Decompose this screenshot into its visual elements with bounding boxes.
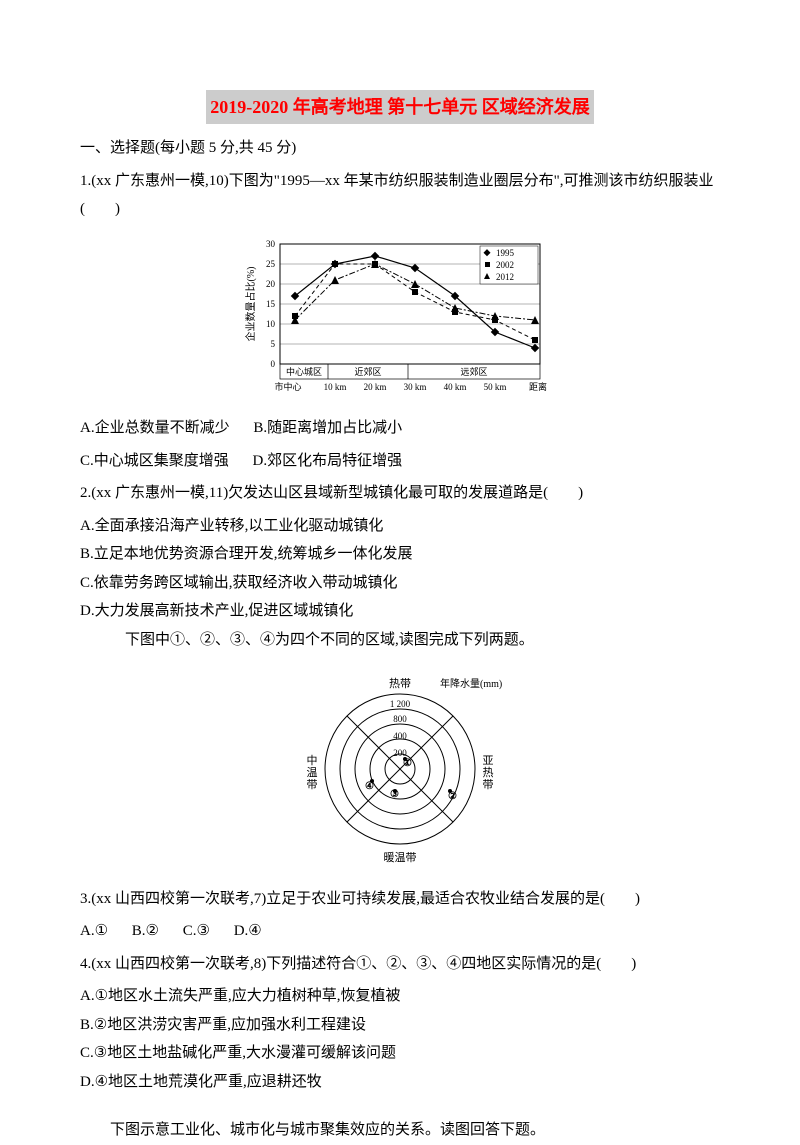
svg-text:800: 800 <box>393 714 407 724</box>
q3-options: A.① B.② C.③ D.④ <box>80 917 720 946</box>
q4-optB: B.②地区洪涝灾害严重,应加强水利工程建设 <box>80 1011 720 1040</box>
q2-optD: D.大力发展高新技术产业,促进区域城镇化 <box>80 597 720 626</box>
svg-text:市中心: 市中心 <box>274 381 301 392</box>
svg-text:25: 25 <box>266 259 276 269</box>
svg-text:带: 带 <box>483 778 494 791</box>
q2-optC: C.依靠劳务跨区域输出,获取经济收入带动城镇化 <box>80 569 720 598</box>
q4-optA: A.①地区水土流失严重,应大力植树种草,恢复植被 <box>80 982 720 1011</box>
svg-text:温: 温 <box>307 766 318 779</box>
svg-text:暖温带: 暖温带 <box>384 851 417 864</box>
svg-text:2002: 2002 <box>496 260 514 270</box>
q1-optC: C.中心城区集聚度增强 <box>80 447 229 476</box>
svg-text:年降水量(mm): 年降水量(mm) <box>440 677 502 690</box>
svg-text:中: 中 <box>307 754 318 767</box>
svg-text:中心城区: 中心城区 <box>286 366 322 377</box>
svg-text:近郊区: 近郊区 <box>354 366 381 377</box>
q1-stem: 1.(xx 广东惠州一模,10)下图为"1995—xx 年某市纺织服装制造业圈层… <box>80 167 720 224</box>
svg-text:远郊区: 远郊区 <box>460 366 487 377</box>
svg-text:0: 0 <box>271 359 276 369</box>
svg-text:30: 30 <box>266 239 276 249</box>
q3-optB: B.② <box>132 917 159 946</box>
svg-text:亚: 亚 <box>483 755 494 767</box>
q1-chart: 0 5 10 15 20 25 30 企业数量占比(%) <box>80 234 720 405</box>
q1-optB: B.随距离增加占比减小 <box>253 414 402 443</box>
page-title: 2019-2020 年高考地理 第十七单元 区域经济发展 <box>206 90 594 124</box>
svg-text:400: 400 <box>393 731 407 741</box>
svg-text:10 km: 10 km <box>324 382 347 392</box>
q1-optD: D.郊区化布局特征增强 <box>253 447 403 476</box>
q2-optA: A.全面承接沿海产业转移,以工业化驱动城镇化 <box>80 512 720 541</box>
svg-text:带: 带 <box>307 778 318 791</box>
svg-text:30 km: 30 km <box>404 382 427 392</box>
svg-text:200: 200 <box>393 748 407 758</box>
q1-options2: C.中心城区集聚度增强 D.郊区化布局特征增强 <box>80 447 720 476</box>
q2-stem: 2.(xx 广东惠州一模,11)欠发达山区县域新型城镇化最可取的发展道路是( ) <box>80 479 720 508</box>
q3-optC: C.③ <box>183 917 210 946</box>
svg-text:20 km: 20 km <box>364 382 387 392</box>
svg-text:40 km: 40 km <box>444 382 467 392</box>
q3-optD: D.④ <box>234 917 262 946</box>
q3-optA: A.① <box>80 917 108 946</box>
intro-next: 下图示意工业化、城市化与城市聚集效应的关系。读图回答下题。 <box>80 1116 720 1145</box>
section-header: 一、选择题(每小题 5 分,共 45 分) <box>80 134 720 163</box>
intro34: 下图中①、②、③、④为四个不同的区域,读图完成下列两题。 <box>80 626 720 655</box>
svg-text:1 200: 1 200 <box>390 699 411 709</box>
svg-text:10: 10 <box>266 319 276 329</box>
q4-optC: C.③地区土地盐碱化严重,大水漫灌可缓解该问题 <box>80 1039 720 1068</box>
svg-text:15: 15 <box>266 299 276 309</box>
svg-text:热带: 热带 <box>389 677 411 690</box>
svg-text:50 km: 50 km <box>484 382 507 392</box>
svg-text:热: 热 <box>483 766 494 779</box>
q4-optD: D.④地区土地荒漠化严重,应退耕还牧 <box>80 1068 720 1097</box>
svg-text:20: 20 <box>266 279 276 289</box>
svg-text:2012: 2012 <box>496 272 514 282</box>
q1-optA: A.企业总数量不断减少 <box>80 414 230 443</box>
q1-options: A.企业总数量不断减少 B.随距离增加占比减小 <box>80 414 720 443</box>
svg-text:距离: 距离 <box>529 381 547 392</box>
polar-chart: 1 200 800 400 200 热带 年降水量(mm) 亚 热 带 暖温带 … <box>80 664 720 875</box>
svg-text:1995: 1995 <box>496 248 515 258</box>
q4-stem: 4.(xx 山西四校第一次联考,8)下列描述符合①、②、③、④四地区实际情况的是… <box>80 950 720 979</box>
q3-stem: 3.(xx 山西四校第一次联考,7)立足于农业可持续发展,最适合农牧业结合发展的… <box>80 885 720 914</box>
svg-text:5: 5 <box>271 339 276 349</box>
q2-optB: B.立足本地优势资源合理开发,统筹城乡一体化发展 <box>80 540 720 569</box>
svg-text:企业数量占比(%): 企业数量占比(%) <box>244 266 257 341</box>
